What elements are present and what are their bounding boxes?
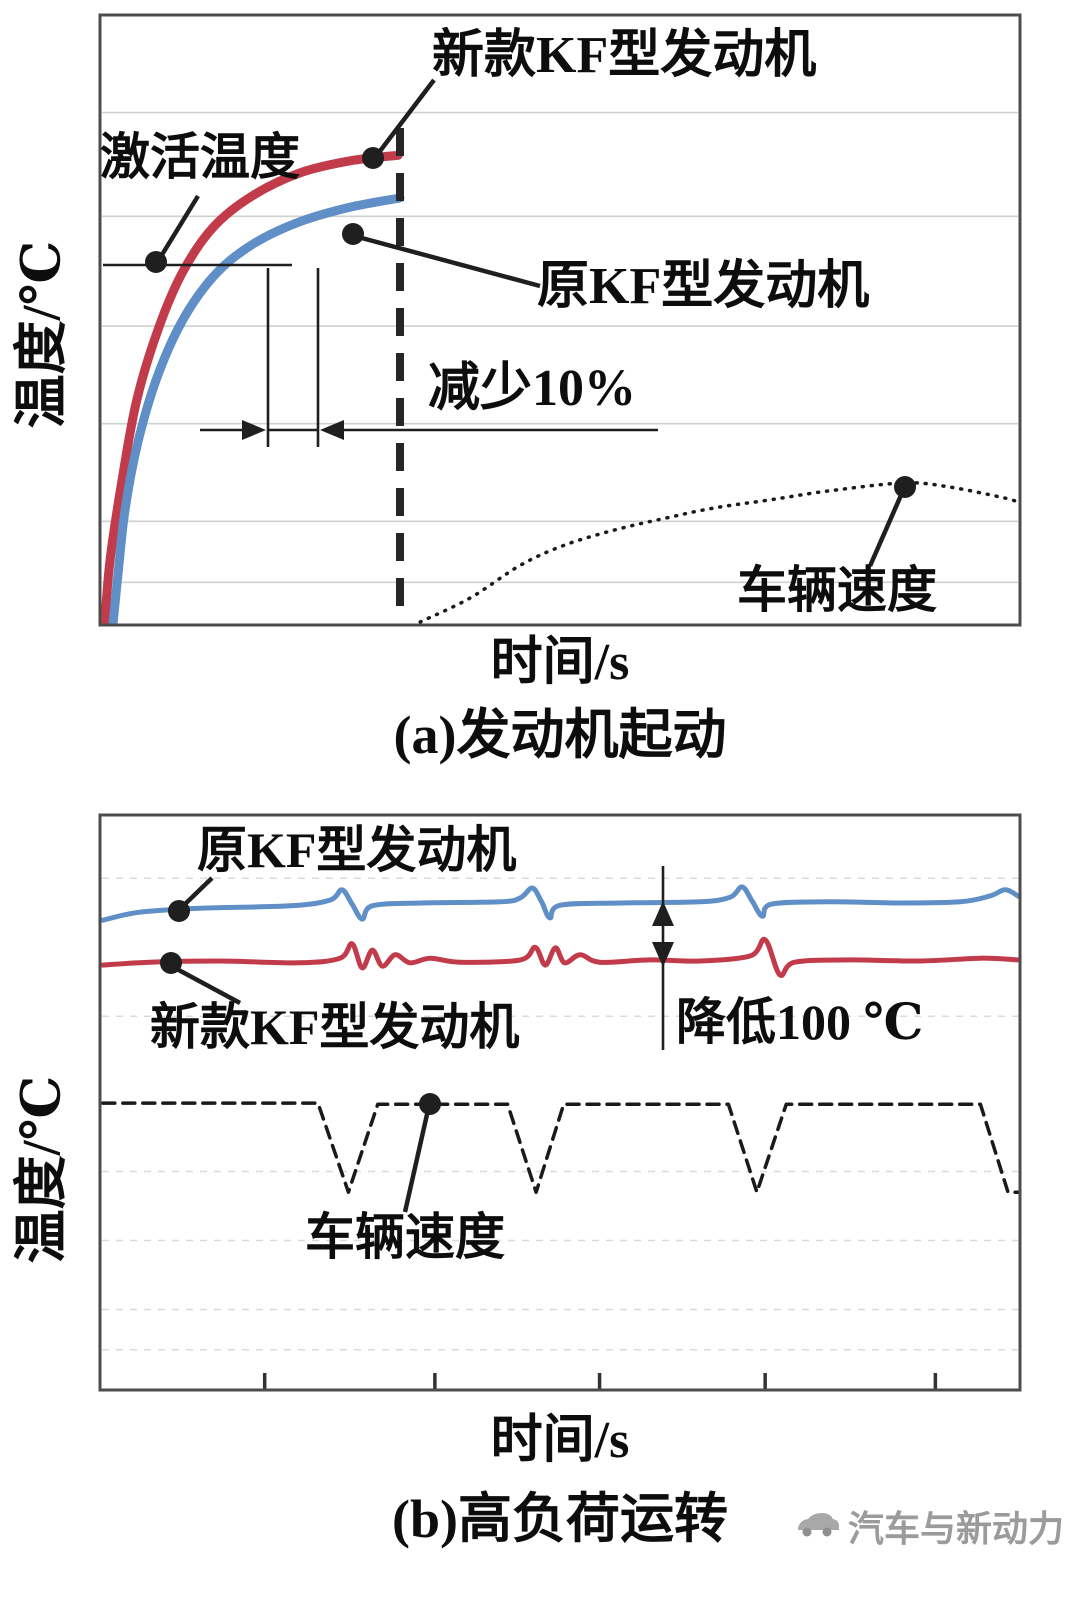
speed-dot bbox=[894, 476, 916, 498]
chart-b-frame bbox=[98, 813, 1022, 1392]
chart-a-frame bbox=[98, 13, 1022, 627]
chart-b-annotations bbox=[160, 866, 674, 1213]
curve-old-kf bbox=[100, 884, 1020, 923]
activation-leader-line bbox=[158, 194, 200, 260]
curve-new-kf bbox=[100, 936, 1020, 979]
reduction-label: 减少10% bbox=[428, 360, 637, 417]
speed-leader-line-b bbox=[402, 1109, 431, 1213]
arrow-down-icon bbox=[652, 942, 674, 967]
new-engine-dot-b bbox=[160, 952, 182, 974]
chart-b-y-axis-label: 温度/℃ bbox=[11, 1075, 72, 1264]
activation-temperature-label: 激活温度 bbox=[100, 129, 300, 185]
chart-a-x-axis-label: 时间/s bbox=[490, 634, 630, 691]
old-engine-dot-b bbox=[168, 900, 190, 922]
new-engine-leader-line bbox=[375, 78, 436, 157]
watermark: 汽车与新动力 bbox=[794, 1500, 1064, 1552]
chart-b-grid bbox=[102, 877, 1018, 1389]
new-engine-label-b: 新款KF型发动机 bbox=[150, 999, 520, 1055]
speed-leader-line bbox=[867, 492, 905, 567]
chart-a-annotations bbox=[103, 78, 916, 622]
curve-vehicle-speed bbox=[101, 1101, 1020, 1194]
old-engine-leader-line-b bbox=[180, 876, 214, 909]
vehicle-speed-label-b: 车辆速度 bbox=[305, 1209, 505, 1265]
speed-dot-b bbox=[419, 1093, 441, 1115]
arrow-left-icon bbox=[320, 420, 344, 440]
curve-old-kf bbox=[108, 193, 405, 625]
old-engine-dot bbox=[342, 223, 364, 245]
chart-b-series bbox=[100, 884, 1020, 1194]
chart-a-caption: (a)发动机起动 bbox=[393, 705, 727, 765]
car-icon bbox=[794, 1505, 840, 1547]
chart-b-caption: (b)高负荷运转 bbox=[392, 1489, 728, 1549]
new-engine-label-a: 新款KF型发动机 bbox=[432, 27, 817, 84]
chart-a-grid bbox=[102, 111, 1018, 584]
reduction-100-label: 降低100 ℃ bbox=[676, 994, 924, 1050]
old-engine-label-b: 原KF型发动机 bbox=[197, 822, 517, 878]
new-engine-leader-line-b bbox=[173, 966, 242, 1005]
vehicle-speed-label-a: 车辆速度 bbox=[737, 562, 937, 618]
watermark-text: 汽车与新动力 bbox=[847, 1508, 1064, 1549]
old-engine-leader-line bbox=[357, 234, 541, 289]
chart-a-series bbox=[100, 150, 1020, 625]
curve-vehicle-speed bbox=[418, 481, 1020, 624]
chart-b-x-axis-label: 时间/s bbox=[490, 1412, 630, 1469]
old-engine-label-a: 原KF型发动机 bbox=[537, 258, 870, 315]
new-engine-dot bbox=[362, 147, 384, 169]
arrow-right-icon bbox=[242, 420, 266, 440]
arrow-up-icon bbox=[652, 901, 674, 926]
chart-a-y-axis-label: 温度/℃ bbox=[11, 240, 72, 429]
curve-new-kf bbox=[100, 150, 403, 625]
activation-dot bbox=[145, 251, 167, 273]
